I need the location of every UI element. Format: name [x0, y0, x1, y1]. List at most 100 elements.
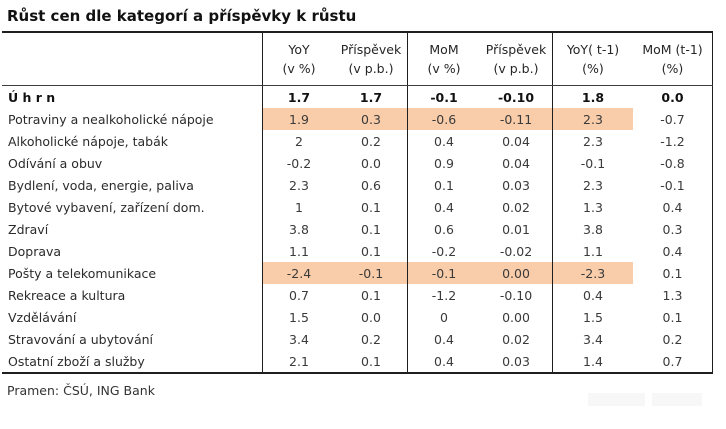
cell-yoy-t1: 1.1 — [583, 243, 603, 259]
cell-yoy: 1.9 — [263, 108, 335, 130]
cell-mom: 0.9 — [434, 155, 454, 171]
cell-prispevek-mom: -0.11 — [480, 108, 553, 130]
table-row: Ú h r n 1.7 1.7 -0.1 -0.10 1.8 0.0 — [2, 86, 713, 108]
row-label: Stravování a ubytování — [2, 328, 263, 350]
page-title: Růst cen dle kategorí a příspěvky k růst… — [7, 7, 357, 25]
cell-yoy-t1: 3.4 — [583, 331, 603, 347]
cell-prispevek-mom: 0.03 — [480, 174, 553, 196]
cell-yoy: -2.4 — [263, 262, 335, 284]
source-note: Pramen: ČSÚ, ING Bank — [7, 383, 155, 398]
cell-yoy-t1: -2.3 — [553, 262, 633, 284]
header-mom-t1: MoM (t-1) (%) — [633, 33, 713, 85]
header-line2: (%) — [582, 61, 604, 76]
header-yoy-t1: YoY( t-1) (%) — [553, 33, 633, 85]
cell-mom: -0.2 — [431, 243, 457, 259]
table-row: Alkoholické nápoje, tabák 2 0.2 0.4 0.04… — [2, 130, 713, 152]
cell-prispevek-yoy: -0.1 — [335, 262, 408, 284]
price-growth-table: YoY (v %) Příspěvek (v p.b.) MoM (v %) P… — [2, 31, 713, 374]
cell-mom-t1: -1.2 — [633, 130, 713, 152]
cell-prispevek-mom: 0.04 — [480, 130, 553, 152]
row-label: Vzdělávání — [2, 306, 263, 328]
cell-mom-t1: 0.2 — [633, 328, 713, 350]
cell-prispevek-mom: 0.00 — [480, 262, 553, 284]
cell-prispevek-mom: 0.04 — [480, 152, 553, 174]
header-line1: Příspěvek — [340, 42, 402, 57]
table-row: Pošty a telekomunikace -2.4 -0.1 -0.1 0.… — [2, 262, 713, 284]
table-row: Potraviny a nealkoholické nápoje 1.9 0.3… — [2, 108, 713, 130]
cell-prispevek-yoy: 0.0 — [335, 306, 408, 328]
cell-mom-t1: 0.1 — [633, 262, 713, 284]
cell-yoy: 2.1 — [289, 353, 309, 369]
faded-artifact-right — [652, 393, 702, 406]
cell-mom: 0.6 — [434, 221, 454, 237]
cell-prispevek-yoy: 0.1 — [335, 284, 408, 306]
header-line1: MoM — [429, 42, 459, 57]
cell-mom: 0 — [440, 309, 448, 325]
header-line1: YoY — [288, 42, 310, 57]
table-row: Stravování a ubytování 3.4 0.2 0.4 0.02 … — [2, 328, 713, 350]
cell-yoy-t1: 1.3 — [583, 199, 603, 215]
cell-prispevek-mom: -0.10 — [480, 86, 553, 108]
cell-mom: -0.6 — [408, 108, 480, 130]
cell-prispevek-mom: 0.02 — [480, 196, 553, 218]
cell-yoy-t1: 2.3 — [583, 133, 603, 149]
cell-yoy: 1.5 — [289, 309, 309, 325]
header-line2: (v %) — [282, 61, 316, 76]
cell-prispevek-yoy: 0.2 — [335, 130, 408, 152]
header-line2: (v p.b.) — [348, 61, 394, 76]
cell-yoy: -0.2 — [286, 155, 312, 171]
cell-mom: 0.4 — [434, 353, 454, 369]
cell-prispevek-yoy: 0.1 — [335, 196, 408, 218]
header-line1: YoY( t-1) — [566, 42, 620, 57]
cell-yoy: 0.7 — [289, 287, 309, 303]
cell-prispevek-mom: -0.10 — [480, 284, 553, 306]
cell-mom: 0.4 — [434, 133, 454, 149]
cell-mom-t1: -0.8 — [633, 152, 713, 174]
cell-prispevek-mom: 0.00 — [480, 306, 553, 328]
cell-mom-t1: 0.7 — [633, 350, 713, 372]
cell-prispevek-yoy: 0.6 — [335, 174, 408, 196]
row-label: Bytové vybavení, zařízení dom. — [2, 196, 263, 218]
cell-yoy: 1.1 — [289, 243, 309, 259]
header-yoy: YoY (v %) — [263, 33, 335, 85]
cell-yoy: 3.4 — [289, 331, 309, 347]
cell-mom: -1.2 — [431, 287, 457, 303]
cell-mom-t1: -0.7 — [633, 108, 713, 130]
row-label: Bydlení, voda, energie, paliva — [2, 174, 263, 196]
row-label: Pošty a telekomunikace — [2, 262, 263, 284]
cell-yoy-t1: 3.8 — [583, 221, 603, 237]
cell-mom-t1: 1.3 — [633, 284, 713, 306]
cell-mom-t1: 0.0 — [633, 86, 713, 108]
row-label: Zdraví — [2, 218, 263, 240]
cell-yoy-t1: 1.5 — [583, 309, 603, 325]
row-label: Ostatní zboží a služby — [2, 350, 263, 372]
cell-mom: -0.1 — [408, 262, 480, 284]
table-row: Odívání a obuv -0.2 0.0 0.9 0.04 -0.1 -0… — [2, 152, 713, 174]
table-row: Bytové vybavení, zařízení dom. 1 0.1 0.4… — [2, 196, 713, 218]
table-row: Vzdělávání 1.5 0.0 0 0.00 1.5 0.1 — [2, 306, 713, 328]
header-line1: MoM (t-1) — [642, 42, 703, 57]
table-row: Zdraví 3.8 0.1 0.6 0.01 3.8 0.3 — [2, 218, 713, 240]
cell-yoy-t1: 2.3 — [553, 108, 633, 130]
cell-prispevek-yoy: 0.0 — [335, 152, 408, 174]
cell-prispevek-yoy: 0.1 — [335, 240, 408, 262]
cell-yoy: 2 — [295, 133, 303, 149]
row-label: Rekreace a kultura — [2, 284, 263, 306]
cell-mom-t1: 0.1 — [633, 306, 713, 328]
cell-mom-t1: 0.4 — [633, 240, 713, 262]
cell-prispevek-mom: 0.02 — [480, 328, 553, 350]
faded-artifact-left — [588, 393, 645, 406]
cell-mom: 0.4 — [434, 331, 454, 347]
cell-yoy: 3.8 — [289, 221, 309, 237]
row-label: Odívání a obuv — [2, 152, 263, 174]
cell-mom: 0.1 — [434, 177, 454, 193]
header-line2: (v %) — [427, 61, 461, 76]
header-line2: (v p.b.) — [493, 61, 539, 76]
header-mom: MoM (v %) — [408, 33, 480, 85]
cell-prispevek-mom: 0.01 — [480, 218, 553, 240]
table-row: Ostatní zboží a služby 2.1 0.1 0.4 0.03 … — [2, 350, 713, 372]
cell-yoy-t1: 2.3 — [583, 177, 603, 193]
table-row: Doprava 1.1 0.1 -0.2 -0.02 1.1 0.4 — [2, 240, 713, 262]
cell-yoy: 2.3 — [289, 177, 309, 193]
table-row: Rekreace a kultura 0.7 0.1 -1.2 -0.10 0.… — [2, 284, 713, 306]
